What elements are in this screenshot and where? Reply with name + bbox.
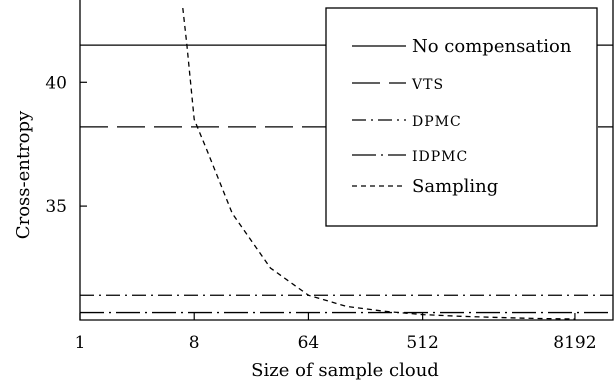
legend: No compensation VTS DPMC IDPMC Sampling — [325, 7, 598, 227]
y-tick-label: 35 — [45, 197, 67, 217]
legend-box — [325, 7, 598, 227]
legend-label-sampling: Sampling — [412, 176, 498, 197]
axes-frame — [79, 0, 614, 321]
x-tick-label: 512 — [406, 333, 438, 353]
x-tick-label: 8192 — [553, 333, 596, 353]
legend-label-no-compensation: No compensation — [412, 36, 572, 57]
y-tick-label: 40 — [45, 73, 67, 93]
x-tick-label: 64 — [298, 333, 320, 353]
axes: 1 8 64 512 8192 35 40 — [45, 0, 614, 353]
legend-label-vts: VTS — [411, 77, 444, 93]
legend-label-dpmc: DPMC — [412, 114, 462, 130]
legend-label-idpmc: IDPMC — [412, 149, 468, 165]
series-sampling — [182, 8, 575, 320]
x-tick-label: 8 — [189, 333, 200, 353]
y-axis-label: Cross-entropy — [13, 110, 34, 239]
x-tick-label: 1 — [75, 333, 86, 353]
x-axis-label: Size of sample cloud — [251, 360, 439, 381]
